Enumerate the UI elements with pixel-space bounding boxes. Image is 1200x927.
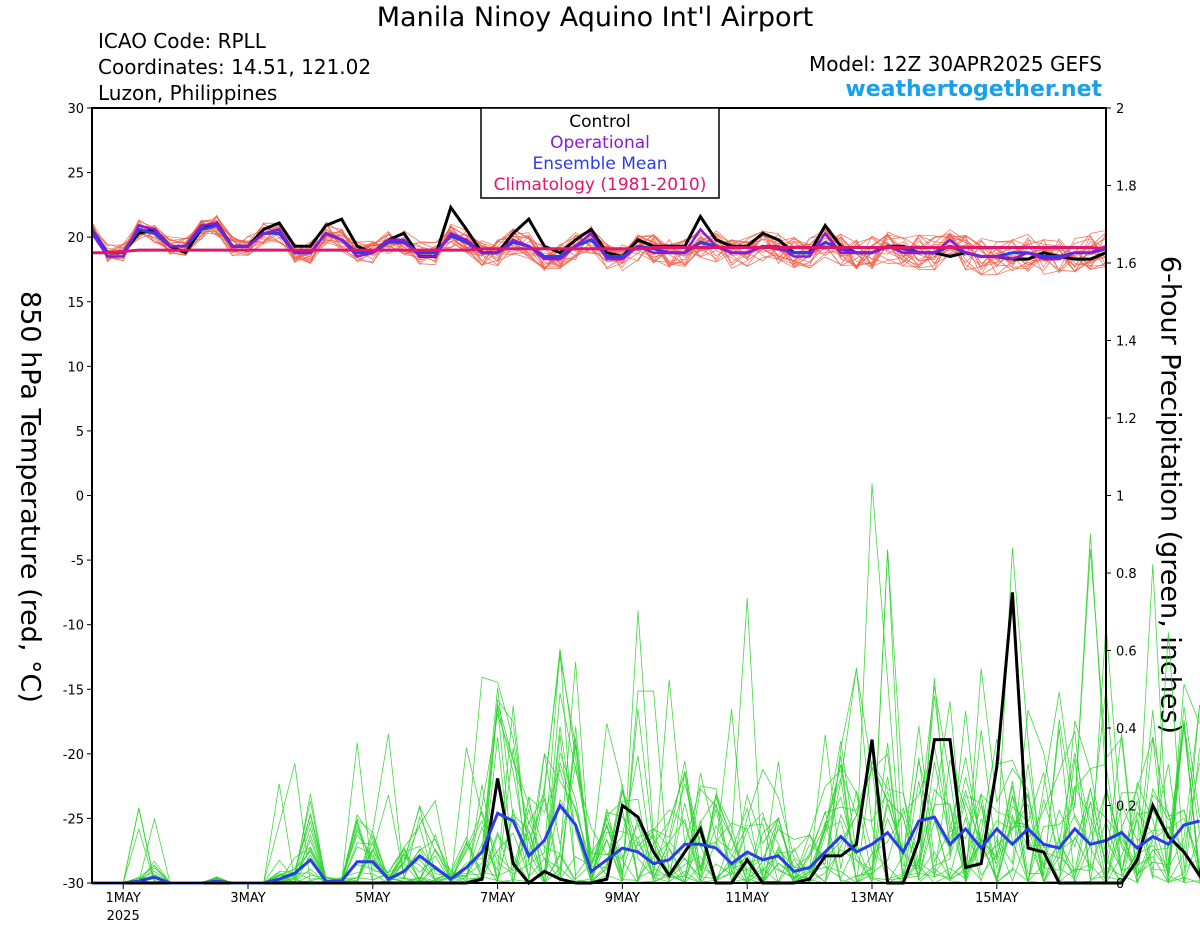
coordinates: Coordinates: 14.51, 121.02 bbox=[98, 55, 372, 79]
x-year-label: 2025 bbox=[107, 909, 140, 924]
control-temperature-line bbox=[90, 204, 1107, 261]
x-tick-label: 11MAY bbox=[725, 891, 769, 906]
y-right-tick-label: 1.2 bbox=[1116, 412, 1137, 427]
x-tick-label: 9MAY bbox=[605, 891, 640, 906]
x-tick-label: 3MAY bbox=[230, 891, 265, 906]
y-left-tick-label: -5 bbox=[71, 554, 84, 569]
y-left-tick-label: -25 bbox=[63, 812, 84, 827]
y-right-tick-label: 0.2 bbox=[1116, 800, 1137, 815]
model-run: Model: 12Z 30APR2025 GEFS bbox=[809, 52, 1102, 76]
y-left-tick-label: -20 bbox=[63, 748, 84, 763]
y-right-tick-label: 1.8 bbox=[1116, 180, 1137, 195]
y-right-tick-label: 1.6 bbox=[1116, 257, 1137, 272]
x-tick-label: 13MAY bbox=[850, 891, 894, 906]
y-left-tick-label: 10 bbox=[67, 360, 84, 375]
site-link[interactable]: weathertogether.net bbox=[845, 77, 1102, 102]
legend-entry: Climatology (1981-2010) bbox=[494, 175, 707, 195]
region: Luzon, Philippines bbox=[98, 81, 278, 105]
y-left-tick-label: -15 bbox=[63, 683, 84, 698]
temperature-member-line bbox=[91, 222, 1107, 272]
precipitation-member-line bbox=[92, 549, 1200, 884]
y-right-tick-label: 1 bbox=[1116, 490, 1124, 505]
legend-box bbox=[480, 107, 720, 199]
axes-layer: 302520151050-5-10-15-20-25-3021.81.61.41… bbox=[63, 102, 1137, 924]
y-left-tick-label: 0 bbox=[76, 490, 84, 505]
x-tick-label: 15MAY bbox=[975, 891, 1019, 906]
legend-entry: Ensemble Mean bbox=[532, 154, 667, 174]
icao-code: ICAO Code: RPLL bbox=[98, 29, 266, 53]
y-left-tick-label: 25 bbox=[67, 167, 84, 182]
y-right-tick-label: 2 bbox=[1116, 102, 1124, 117]
legend-entry: Operational bbox=[550, 133, 650, 153]
y-left-tick-label: 5 bbox=[76, 425, 84, 440]
y-right-tick-label: 0.4 bbox=[1116, 722, 1137, 737]
legend-entry: Control bbox=[569, 112, 630, 132]
y-left-tick-label: -10 bbox=[63, 619, 84, 634]
y-right-tick-label: 0.6 bbox=[1116, 645, 1137, 660]
mean-precipitation-line bbox=[92, 802, 1200, 885]
chart-title: Manila Ninoy Aquino Int'l Airport bbox=[376, 2, 814, 33]
y-left-tick-label: -30 bbox=[63, 877, 84, 892]
y-right-tick-label: 1.4 bbox=[1116, 335, 1137, 350]
y-left-tick-label: 20 bbox=[67, 231, 84, 246]
x-tick-label: 7MAY bbox=[480, 891, 515, 906]
operational-temperature-line bbox=[90, 221, 1107, 261]
x-tick-label: 5MAY bbox=[355, 891, 390, 906]
station-info: ICAO Code: RPLL Coordinates: 14.51, 121.… bbox=[98, 28, 371, 106]
climatology-line bbox=[92, 246, 1107, 255]
precipitation-member-line bbox=[92, 703, 1200, 884]
x-tick-label: 1MAY bbox=[106, 891, 141, 906]
y-right-tick-label: 0.8 bbox=[1116, 567, 1137, 582]
ensemble-members-layer bbox=[91, 214, 1200, 885]
y-left-tick-label: 15 bbox=[67, 296, 84, 311]
model-info: Model: 12Z 30APR2025 GEFS weathertogethe… bbox=[809, 51, 1102, 103]
precipitation-member-line bbox=[92, 483, 1200, 885]
y-right-tick-label: 0 bbox=[1116, 877, 1124, 892]
y-left-tick-label: 30 bbox=[67, 102, 84, 117]
